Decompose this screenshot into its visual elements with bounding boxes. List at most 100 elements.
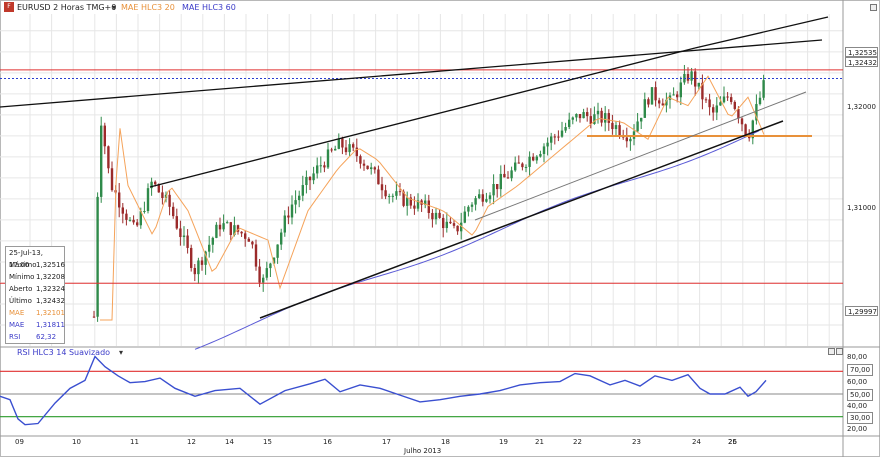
candle-body: [161, 192, 164, 198]
candle-body: [586, 112, 589, 117]
candle-body: [247, 238, 250, 242]
candle-body: [647, 99, 650, 105]
candle-body: [427, 200, 430, 213]
candle-body: [488, 195, 492, 200]
candle-body: [337, 138, 340, 149]
candle-body: [496, 184, 499, 190]
candle-body: [740, 118, 744, 125]
month-label: Julho 2013: [404, 447, 442, 455]
ema20-line: [100, 75, 765, 321]
candle-body: [323, 165, 326, 168]
candle-body: [344, 147, 348, 153]
candle-body: [424, 200, 427, 205]
candle-body: [200, 260, 204, 265]
maximize-icon[interactable]: [870, 4, 877, 11]
candle-body: [326, 149, 330, 168]
info-date: 25-Jul-13, 17:00: [9, 249, 43, 269]
candle-body: [758, 97, 762, 105]
candle-body: [215, 224, 218, 238]
candle-body: [607, 113, 610, 123]
candle-body: [319, 165, 322, 167]
candle-body: [139, 211, 142, 226]
candle-body: [362, 163, 366, 166]
candle-body: [719, 102, 722, 106]
candle-body: [121, 207, 124, 214]
candle-body: [578, 113, 582, 119]
dropdown-icon[interactable]: ▾: [112, 3, 117, 12]
candle-body: [614, 125, 618, 130]
candle-body: [190, 247, 193, 268]
candle-body: [366, 165, 369, 170]
candle-body: [334, 148, 337, 151]
candle-body: [377, 169, 380, 185]
candle-body: [146, 188, 150, 212]
candle-body: [568, 119, 571, 128]
candle-body: [197, 260, 200, 275]
candle-body: [694, 71, 697, 87]
ema60-line: [194, 130, 760, 350]
candle-body: [661, 103, 664, 106]
maximize-icon[interactable]: [828, 348, 835, 355]
candle-body: [438, 212, 441, 218]
candle-body: [715, 105, 718, 113]
candle-body: [406, 197, 409, 206]
date-tick: 15: [263, 438, 272, 446]
candle-body: [528, 156, 531, 167]
candle-body: [143, 211, 146, 213]
candle-body: [514, 162, 517, 171]
candle-body: [474, 198, 477, 205]
date-tick: 21: [535, 438, 544, 446]
candle-body: [542, 146, 546, 155]
candle-body: [676, 94, 679, 98]
candle-body: [485, 199, 488, 202]
info-row: Aberto 1,32324: [9, 285, 65, 293]
candle-body: [762, 80, 765, 98]
close-icon[interactable]: [836, 348, 843, 355]
candle-body: [103, 125, 106, 147]
candle-body: [280, 232, 283, 245]
ema60-label[interactable]: MAE HLC3 60: [182, 3, 236, 12]
candle-body: [564, 127, 567, 131]
candle-body: [722, 96, 726, 103]
candle-body: [308, 176, 312, 181]
rsi-tick: 30,00: [847, 412, 874, 424]
candle-body: [287, 215, 290, 218]
trendline: [259, 120, 784, 319]
candle-body: [370, 167, 373, 170]
candle-body: [665, 99, 668, 106]
date-tick: 19: [499, 438, 508, 446]
candle-body: [409, 197, 412, 206]
candle-body: [110, 168, 114, 191]
candle-body: [283, 215, 286, 233]
candle-body: [460, 222, 463, 232]
candle-body: [712, 107, 715, 113]
date-tick: 12: [187, 438, 196, 446]
candle-body: [726, 96, 729, 98]
candle-body: [449, 221, 452, 224]
candle-body: [388, 196, 391, 198]
candle-body: [175, 216, 178, 229]
ema20-label[interactable]: MAE HLC3 20: [121, 3, 175, 12]
date-tick: 26: [728, 438, 737, 446]
candle-body: [92, 316, 96, 318]
candle-body: [640, 117, 643, 122]
candle-body: [125, 213, 128, 220]
candle-body: [521, 163, 524, 168]
candle-body: [330, 149, 333, 151]
candle-body: [100, 125, 103, 197]
app-icon[interactable]: F: [4, 2, 14, 12]
candle-body: [391, 195, 394, 197]
candle-body: [672, 94, 675, 96]
symbol-label[interactable]: EURUSD 2 Horas TMG+0: [17, 3, 117, 12]
rsi-title[interactable]: RSI HLC3 14 Suavizado: [17, 348, 111, 357]
date-tick: 16: [323, 438, 332, 446]
dropdown-icon[interactable]: ▾: [119, 348, 124, 357]
candle-body: [218, 224, 222, 230]
candle-body: [589, 116, 592, 124]
candle-body: [755, 104, 758, 121]
candle-body: [251, 241, 254, 245]
candle-body: [96, 196, 99, 317]
candle-body: [625, 137, 628, 142]
candle-body: [348, 144, 351, 153]
